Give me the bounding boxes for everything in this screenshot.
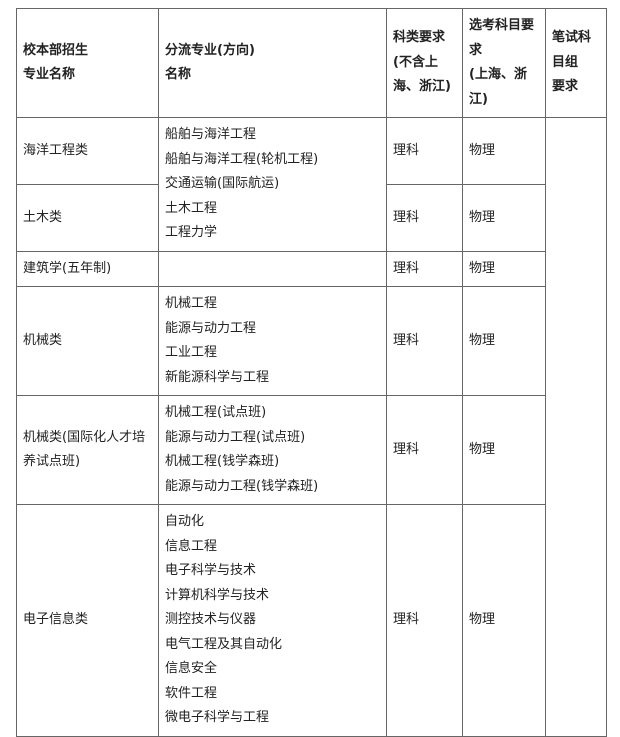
cell-line: 笔试科: [552, 30, 592, 46]
subject: 物理: [462, 504, 546, 737]
cell-line: 船舶与海洋工程(轮机工程): [165, 151, 319, 167]
cell-line: 机械工程(钱学森班): [165, 454, 280, 469]
sub-majors: [158, 250, 387, 287]
sub-majors: 机械工程能源与动力工程 工业工程新能源科学与工程: [158, 286, 387, 396]
header-cell: 分流专业(方向) 名称: [158, 8, 387, 118]
cell-line: 科类要求: [393, 30, 446, 46]
category: 理科: [386, 504, 463, 737]
table-row: 机械类(国际化人才培 养试点班) 机械工程(试点班) 能源与动力工程(试点班) 机械工程…: [16, 395, 607, 505]
cell-line: 船舶与海洋工程: [165, 127, 257, 142]
cell-line: 工业工程: [165, 345, 218, 360]
cell-line: 土木工程: [165, 200, 218, 216]
header-cell: 科类要求 (不含上海、浙江): [386, 8, 463, 118]
sub-majors: 机械工程(试点班) 能源与动力工程(试点班) 机械工程(钱学森班) 能源与动力工程(钱…: [158, 395, 387, 505]
category: 理科: [386, 250, 463, 287]
cell-line: 信息工程: [165, 538, 218, 554]
major-name: 电子信息类: [16, 504, 159, 737]
cell-line: 能源与动力工程(试点班): [165, 429, 306, 445]
cell-line: 选考科目要: [469, 18, 535, 33]
cell-line: 电子科学与技术: [165, 563, 257, 579]
cell-line: 电气工程及其自动化: [165, 636, 283, 652]
major-name: 机械类: [16, 286, 159, 396]
major-name: 建筑学(五年制): [16, 250, 159, 287]
category: 理科: [386, 184, 463, 252]
cell-line: 名称: [165, 67, 192, 82]
cell-line: (不含上: [393, 54, 438, 70]
table-row: 土木类 理科 物理: [16, 184, 607, 252]
cell-line: 能源与动力工程(钱学森班): [165, 478, 319, 494]
subject: 物理: [462, 395, 546, 505]
cell-line: 交通运输(国际航运): [165, 176, 280, 191]
cell-line: 江): [469, 91, 488, 107]
cell-line: 新能源科学与工程: [165, 369, 270, 385]
category: 理科: [386, 116, 463, 186]
cell-line: 微电子科学与工程: [165, 710, 270, 726]
cell-line: 能源与动力工程: [165, 320, 257, 336]
major-name: 海洋工程类: [16, 116, 159, 186]
cell-line: 计算机科学与技术: [165, 587, 270, 603]
major-name: 机械类(国际化人才培 养试点班): [16, 395, 159, 505]
cell-line: (上海、浙: [469, 67, 527, 82]
cell-line: 要求: [552, 79, 579, 95]
subject: 物理: [462, 286, 546, 396]
subject: 物理: [462, 184, 546, 252]
cell-line: 机械工程: [165, 296, 218, 311]
cell-line: 分流专业(方向): [165, 42, 255, 58]
cell-line: 校本部招生: [23, 42, 89, 58]
cell-line: 海、浙江): [393, 79, 451, 95]
header-row: 校本部招生 专业名称 分流专业(方向) 名称 科类要求 (不含上 海、浙江) 选考科目要求 (上…: [16, 8, 607, 118]
cell-line: 海洋工程类: [23, 142, 89, 158]
table-row: 建筑学(五年制) 理科 物理: [16, 250, 607, 287]
cell-line: 测控技术与仪器: [165, 612, 257, 628]
cell-line: 工程力学: [165, 225, 218, 240]
cell-line: 目组: [552, 54, 579, 70]
cell-line: 软件工程: [165, 685, 218, 701]
admission-table: 校本部招生 专业名称 分流专业(方向) 名称 科类要求 (不含上 海、浙江) 选考科目要求 (上…: [16, 8, 607, 737]
subject: 物理: [462, 116, 546, 186]
sub-majors: 自动化信息工程电子科学与技术 计算机科学与技术 测控技术与仪器电气工程及其自动化 信息…: [158, 504, 387, 737]
cell-line: 土木类: [23, 209, 63, 225]
cell-line: 机械类(国际化人才培: [23, 429, 146, 445]
cell-line: 自动化: [165, 514, 205, 530]
cell-line: 求: [469, 42, 483, 58]
cell-line: 养试点班): [23, 454, 81, 469]
table-row: 海洋工程类 船舶与海洋工程船舶与海洋工程(轮机工程) 交通运输(国际航运) 土木工程工…: [16, 116, 607, 737]
header-cell: 校本部招生 专业名称: [16, 8, 159, 118]
subject: 物理: [462, 250, 546, 287]
header-cell: 笔试科 目组 要求: [545, 8, 607, 118]
table-row: 电子信息类 自动化信息工程电子科学与技术 计算机科学与技术 测控技术与仪器电气工程及其…: [16, 504, 607, 737]
cell-line: 专业名称: [23, 67, 76, 82]
cell-line: 机械类: [23, 332, 63, 348]
cell-line: 机械工程(试点班): [165, 405, 267, 420]
exam-requirement: [545, 117, 607, 737]
cell-line: 建筑学(五年制): [23, 260, 112, 276]
cell-line: 电子信息类: [23, 612, 89, 628]
header-cell: 选考科目要求 (上海、浙江): [462, 8, 546, 118]
table-row: 机械类 机械工程 能源与动力工程 工业工程 新能源科学与工程 理科 物理: [16, 286, 607, 396]
category: 理科: [386, 286, 463, 396]
cell-line: 信息安全: [165, 661, 218, 677]
sub-majors: 船舶与海洋工程船舶与海洋工程(轮机工程) 交通运输(国际航运) 土木工程工程力学: [158, 117, 387, 252]
category: 理科: [386, 395, 463, 505]
major-name: 土木类: [16, 184, 159, 252]
